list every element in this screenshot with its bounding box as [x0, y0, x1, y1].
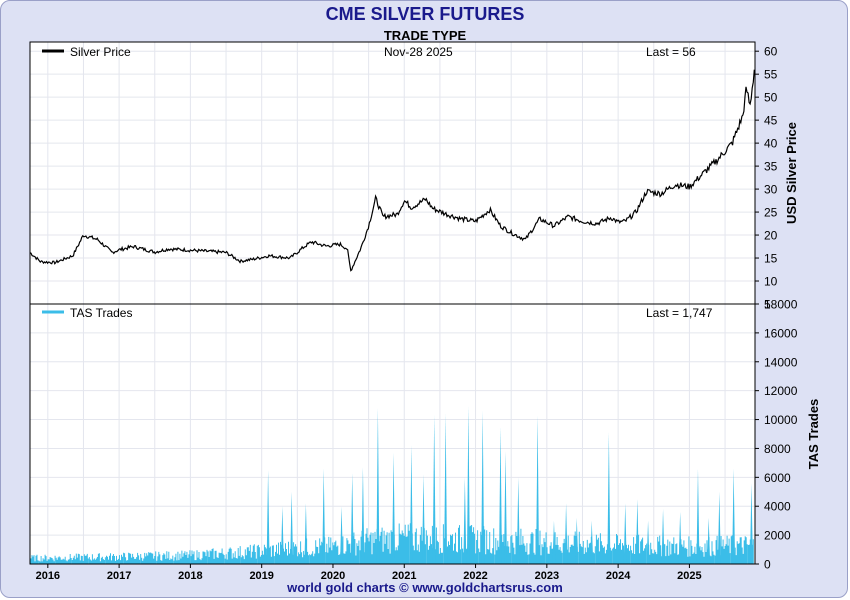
tas-trades-spike	[290, 491, 294, 564]
tas-trades-spike	[732, 468, 736, 564]
trades-y-tick-label: 14000	[764, 355, 798, 369]
x-tick-label: 2021	[392, 570, 416, 582]
trades-y-tick-label: 8000	[764, 442, 791, 456]
tas-trades-spike	[575, 517, 579, 564]
tas-trades-spike	[409, 445, 413, 564]
x-tick-label: 2022	[463, 570, 487, 582]
tas-trades-spike	[678, 512, 682, 564]
x-tick-label: 2018	[178, 570, 202, 582]
price-y-tick-label: 10	[764, 275, 778, 289]
trade-type-title: TRADE TYPE	[383, 28, 467, 43]
tas-trades-series	[29, 406, 754, 564]
tas-trades-spike	[552, 520, 556, 564]
tas-trades-spike	[499, 426, 503, 564]
price-y-tick-label: 50	[764, 91, 778, 105]
tas-trades-spike	[696, 468, 700, 564]
price-y-tick-label: 35	[764, 160, 778, 174]
x-tick-label: 2024	[606, 570, 631, 582]
tas-trades-spike	[707, 517, 711, 564]
tas-trades-spike	[646, 520, 650, 564]
tas-last-label: Last = 1,747	[646, 306, 713, 320]
price-y-tick-label: 45	[764, 114, 778, 128]
tas-trades-spike	[266, 470, 270, 564]
tas-trades-spike	[516, 477, 520, 564]
trades-y-ticks: 0 2000 4000 6000 8000 10000 12000 14000 16000 180…	[755, 298, 798, 572]
trades-y-tick-label: 6000	[764, 471, 791, 485]
price-axis-title: USD Silver Price	[784, 122, 799, 224]
x-tick-label: 2017	[107, 570, 131, 582]
x-tick-label: 2016	[36, 570, 60, 582]
trades-y-tick-label: 10000	[764, 413, 798, 427]
tas-trades-spike	[392, 452, 396, 564]
x-tick-label: 2019	[249, 570, 273, 582]
price-y-tick-label: 30	[764, 183, 778, 197]
tas-trades-spike	[590, 520, 594, 564]
tas-trades-spike	[322, 468, 326, 564]
price-y-tick-label: 25	[764, 206, 778, 220]
tas-trades-spike	[564, 503, 568, 564]
x-axis-ticks: 2016 2017 2018 2019 2020 2021 2022 2023 2024 2025	[36, 564, 702, 582]
trades-y-tick-label: 2000	[764, 529, 791, 543]
price-y-ticks: 5 10 15 20 25 30 35 40 45 50 55 60	[755, 45, 778, 312]
silver-price-legend: Silver Price	[70, 45, 131, 59]
tas-trades-spike	[361, 467, 365, 564]
tas-trades-spike	[717, 491, 721, 564]
tas-trades-spike	[444, 413, 448, 564]
silver-price-line	[29, 69, 755, 272]
tas-trades-spike	[466, 406, 470, 564]
trades-axis-title: TAS Trades	[806, 399, 821, 470]
plot-border	[29, 41, 756, 565]
tas-trades-spike	[304, 503, 308, 564]
tas-trades-spike	[432, 415, 436, 564]
tas-trades-spike	[350, 473, 354, 564]
x-tick-label: 2020	[321, 570, 345, 582]
tas-trades-spike	[635, 499, 639, 564]
trades-y-tick-label: 18000	[764, 298, 798, 312]
chart-title: CME SILVER FUTURES	[325, 4, 525, 24]
price-y-tick-label: 60	[764, 45, 778, 59]
price-y-tick-label: 40	[764, 137, 778, 151]
trades-y-tick-label: 12000	[764, 384, 798, 398]
tas-trades-spike	[503, 451, 507, 564]
price-last-label: Last = 56	[646, 45, 696, 59]
price-y-tick-label: 5	[764, 298, 771, 312]
tas-trades-spike	[623, 503, 627, 564]
tas-trades-spike	[481, 410, 485, 564]
tas-trades-spike	[749, 483, 753, 564]
trades-y-tick-label: 16000	[764, 326, 798, 340]
price-y-tick-label: 15	[764, 252, 778, 266]
tas-trades-spike	[607, 432, 611, 564]
x-tick-label: 2025	[677, 570, 701, 582]
tas-trades-legend: TAS Trades	[70, 306, 132, 320]
price-y-tick-label: 55	[764, 68, 778, 82]
trades-y-tick-label: 4000	[764, 500, 791, 514]
tas-trades-spike	[536, 415, 540, 564]
silver-price-series	[29, 69, 755, 272]
price-y-tick-label: 20	[764, 229, 778, 243]
tas-trades-spike	[661, 509, 665, 564]
tas-trades-spike	[376, 408, 380, 564]
tas-trades-spike	[463, 477, 467, 564]
trades-y-tick-label: 0	[764, 558, 771, 572]
footer-credit: world gold charts © www.goldchartsrus.co…	[287, 580, 563, 595]
tas-trades-spike	[422, 474, 426, 564]
x-tick-label: 2023	[535, 570, 559, 582]
date-label: Nov-28 2025	[384, 45, 453, 59]
tas-trades-spike	[280, 506, 284, 564]
tas-trades-spike	[340, 506, 344, 564]
